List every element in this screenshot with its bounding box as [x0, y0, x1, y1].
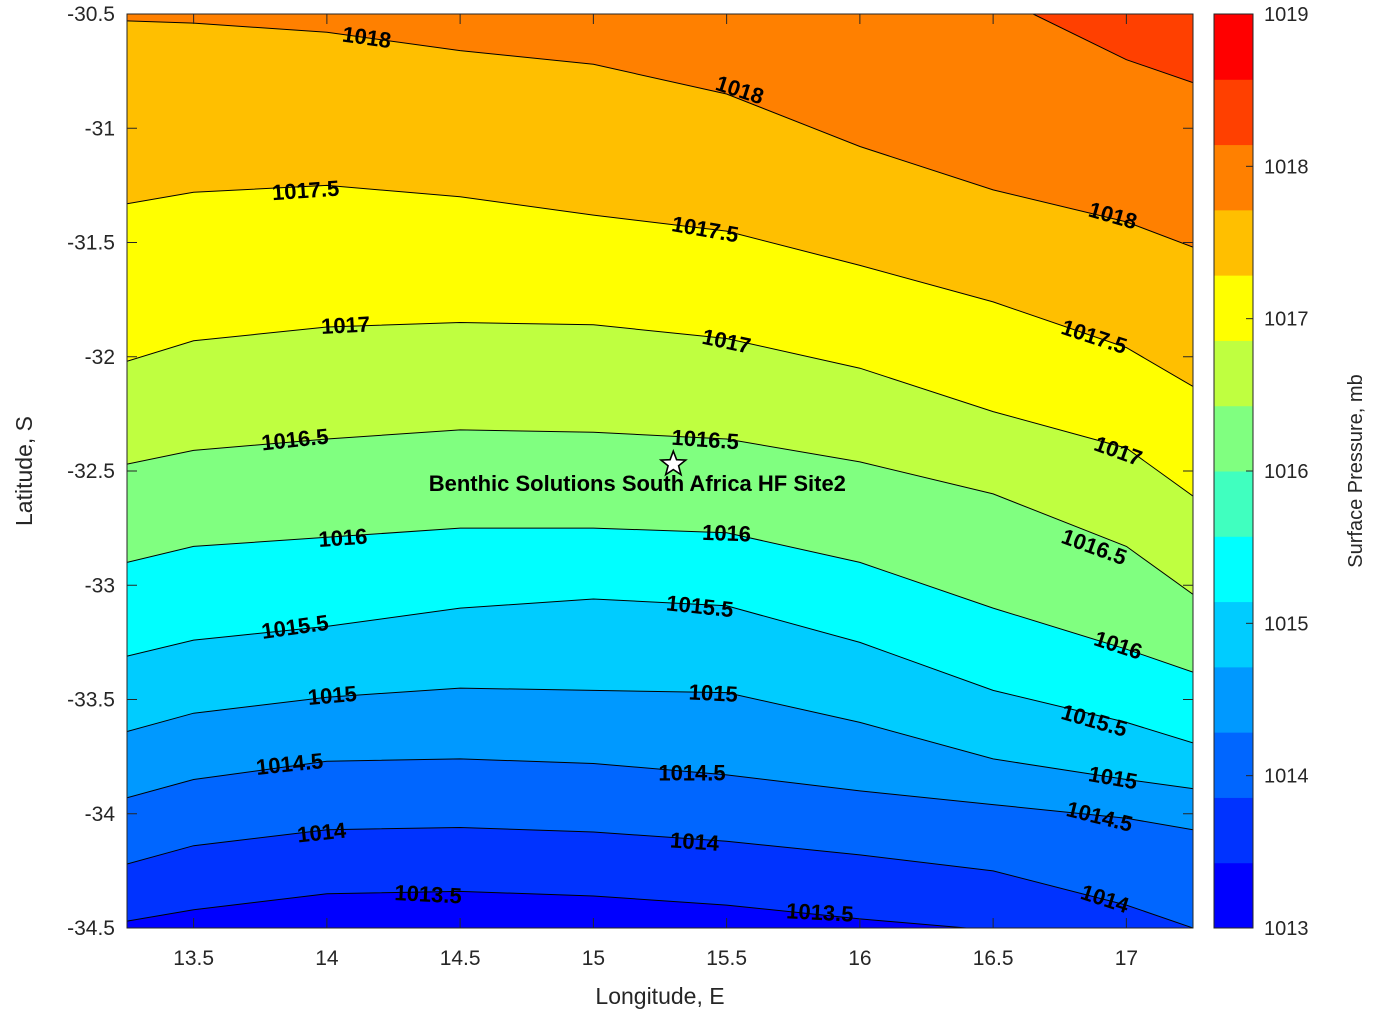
y-tick-label: -32.5: [67, 460, 115, 483]
contour-lines: [127, 14, 1193, 928]
contour-line: [127, 429, 1193, 595]
filled-contours: [127, 14, 1193, 928]
y-tick-label: -31: [85, 117, 115, 140]
x-tick-label: 16.5: [973, 947, 1014, 970]
x-tick-label: 17: [1115, 947, 1138, 970]
colorbar-segment: [1214, 144, 1253, 211]
contour-label: 1016.5: [671, 425, 740, 455]
colorbar-segment: [1214, 666, 1253, 733]
colorbar-segment: [1214, 601, 1253, 668]
colorbar-segment: [1214, 862, 1253, 929]
y-tick-label: -34.5: [67, 917, 115, 940]
contour-label: 1014.5: [658, 761, 725, 786]
contour-label: 1017.5: [271, 176, 340, 206]
contour-line: [127, 598, 1193, 744]
colorbar-label: Surface Pressure, mb: [1345, 374, 1367, 567]
contour-band: [127, 14, 1193, 248]
colorbar-segment: [1214, 536, 1253, 603]
y-axis-label: Latitude, S: [11, 416, 37, 526]
y-tick-label: -34: [85, 803, 116, 826]
contour-label: 1014: [669, 827, 720, 855]
colorbar: 1013 1014 1015 1016 1017 1018 1019: [1213, 4, 1309, 940]
x-tick-label: 13.5: [173, 947, 214, 970]
y-tick-label: -31.5: [67, 232, 115, 255]
colorbar-segment: [1214, 275, 1253, 341]
x-tick-label: 16: [848, 947, 871, 970]
colorbar-segment: [1214, 340, 1253, 407]
x-tick-label: 15.5: [706, 947, 747, 970]
site-star-icon[interactable]: [658, 448, 688, 477]
colorbar-tick-label: 1017: [1264, 309, 1309, 331]
contour-line: [127, 826, 1193, 928]
contour-line: [127, 890, 967, 928]
y-tick-label: -30.5: [67, 3, 115, 26]
site-marker-group: Benthic Solutions South Africa HF Site2: [429, 448, 846, 496]
contour-line: [127, 184, 1193, 387]
contour-band: [127, 14, 1193, 83]
contour-line: [127, 321, 1193, 497]
contour-label: 1015: [688, 679, 738, 707]
contour-label: 1016: [318, 524, 369, 552]
contour-line: [127, 527, 1193, 673]
contour-line: [127, 20, 1193, 248]
site-label: Benthic Solutions South Africa HF Site2: [429, 471, 846, 496]
contour-line: [127, 687, 1193, 790]
colorbar-tick-label: 1013: [1264, 918, 1309, 940]
colorbar-segment: [1214, 14, 1253, 80]
y-axis-ticks: -30.5 -31 -31.5 -32 -32.5 -33 -33.5 -34 -34.5: [67, 3, 1193, 940]
x-tick-label: 15: [582, 947, 605, 970]
colorbar-tick-label: 1014: [1264, 766, 1309, 788]
colorbar-segment: [1214, 405, 1253, 472]
colorbar-segment: [1214, 732, 1253, 798]
contour-label: 1017: [320, 311, 370, 339]
contour-label: 1014: [296, 817, 348, 847]
contour-line: [1032, 14, 1193, 84]
colorbar-tick-label: 1018: [1264, 156, 1309, 178]
contour-label: 1013.5: [786, 898, 855, 926]
contour-label: 1015: [307, 681, 358, 710]
colorbar-segment: [1214, 797, 1253, 864]
contour-label: 1013.5: [394, 880, 463, 908]
colorbar-segment: [1214, 79, 1253, 146]
y-tick-label: -33: [85, 574, 115, 597]
x-tick-label: 14: [315, 947, 339, 970]
colorbar-tick-label: 1015: [1264, 613, 1309, 635]
colorbar-segment: [1214, 209, 1253, 276]
colorbar-tick-label: 1016: [1264, 461, 1309, 483]
y-tick-label: -33.5: [67, 689, 115, 712]
contour-label: 1016: [702, 520, 752, 547]
colorbar-tick-label: 1019: [1264, 4, 1309, 26]
contour-line: [127, 758, 1193, 831]
x-tick-label: 14.5: [440, 947, 481, 970]
y-tick-label: -32: [85, 346, 115, 369]
colorbar-segment: [1214, 471, 1253, 537]
x-axis-label: Longitude, E: [595, 983, 724, 1009]
x-axis-ticks: 13.5 14 14.5 15 15.5 16 16.5 17: [173, 14, 1138, 970]
